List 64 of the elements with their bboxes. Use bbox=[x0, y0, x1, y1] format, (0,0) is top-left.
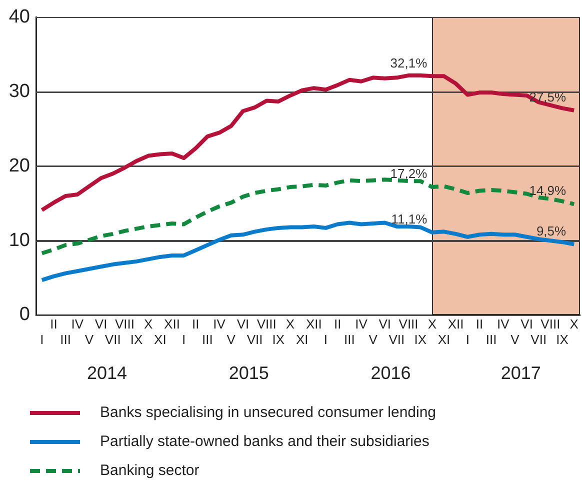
x-tick-label: VII bbox=[388, 332, 405, 347]
x-tick-label: X bbox=[570, 316, 579, 332]
text: 2017 bbox=[500, 362, 541, 383]
x-tick-label: VIII bbox=[398, 316, 418, 332]
x-tick-label: I bbox=[40, 332, 44, 347]
x-tick-label: X bbox=[144, 316, 154, 332]
y-tick-label: 30 bbox=[8, 81, 30, 102]
x-tick-label: VIII bbox=[114, 316, 134, 332]
legend-label: Banks specialising in unsecured consumer lending bbox=[100, 404, 436, 421]
x-tick-label: XI bbox=[154, 332, 166, 347]
data-label: 14,9% bbox=[529, 183, 567, 198]
x-tick-label: II bbox=[50, 316, 58, 332]
x-tick-label: X bbox=[286, 316, 295, 332]
text: 2015 bbox=[228, 362, 269, 383]
x-tick-label: VIII bbox=[540, 316, 560, 332]
text: 2014 bbox=[86, 362, 127, 383]
legend-label: Banking sector bbox=[100, 462, 200, 479]
x-tick-label: IV bbox=[213, 316, 226, 332]
x-tick-label: II bbox=[334, 316, 342, 332]
x-tick-label: XII bbox=[164, 316, 180, 332]
y-tick-label: 20 bbox=[8, 155, 30, 176]
x-tick-label: V bbox=[84, 332, 94, 347]
x-tick-label: VI bbox=[378, 316, 392, 332]
x-tick-label: V bbox=[368, 332, 378, 347]
x-tick-label: XI bbox=[296, 332, 308, 347]
x-tick-label: II bbox=[192, 316, 200, 332]
x-tick-label: VI bbox=[520, 316, 533, 332]
data-label: 9,5% bbox=[536, 223, 567, 238]
x-tick-label: IX bbox=[130, 332, 143, 347]
x-tick-label: IV bbox=[71, 316, 84, 332]
x-tick-label: IX bbox=[556, 332, 569, 347]
x-tick-label: III bbox=[344, 332, 355, 347]
x-tick-label: VI bbox=[94, 316, 108, 332]
x-tick-label: X bbox=[428, 316, 437, 332]
x-tick-label: I bbox=[324, 332, 328, 347]
y-tick-label: 40 bbox=[8, 6, 30, 28]
data-label: 11,1% bbox=[391, 211, 428, 226]
x-tick-label: I bbox=[466, 332, 470, 347]
x-tick-label: II bbox=[476, 316, 484, 332]
x-tick-label: IV bbox=[496, 316, 510, 332]
y-tick-label: 10 bbox=[8, 230, 30, 251]
x-tick-label: VII bbox=[104, 332, 121, 347]
data-label: 17,2% bbox=[390, 166, 428, 182]
x-tick-label: XI bbox=[438, 332, 450, 347]
text: 2016 bbox=[370, 362, 411, 383]
x-tick-label: XII bbox=[306, 316, 322, 332]
data-label: 32,1% bbox=[390, 55, 428, 70]
x-tick-label: VIII bbox=[256, 316, 276, 332]
x-tick-label: VII bbox=[530, 332, 547, 347]
x-tick-label: III bbox=[60, 332, 71, 347]
x-tick-label: IX bbox=[414, 332, 427, 347]
x-tick-label: VII bbox=[246, 332, 263, 347]
x-tick-label: I bbox=[182, 332, 186, 347]
x-tick-label: XII bbox=[448, 316, 464, 332]
x-tick-label: VI bbox=[236, 316, 250, 332]
legend-label: Partially state-owned banks and their subsidiaries bbox=[100, 433, 430, 450]
y-tick-label: 0 bbox=[19, 304, 30, 326]
x-tick-label: III bbox=[486, 332, 497, 347]
x-tick-label: IX bbox=[272, 332, 285, 347]
data-label: 27,5% bbox=[529, 89, 567, 104]
x-tick-label: V bbox=[510, 332, 520, 347]
x-tick-label: III bbox=[202, 332, 213, 347]
x-tick-label: IV bbox=[355, 316, 368, 332]
x-tick-label: V bbox=[226, 332, 236, 347]
